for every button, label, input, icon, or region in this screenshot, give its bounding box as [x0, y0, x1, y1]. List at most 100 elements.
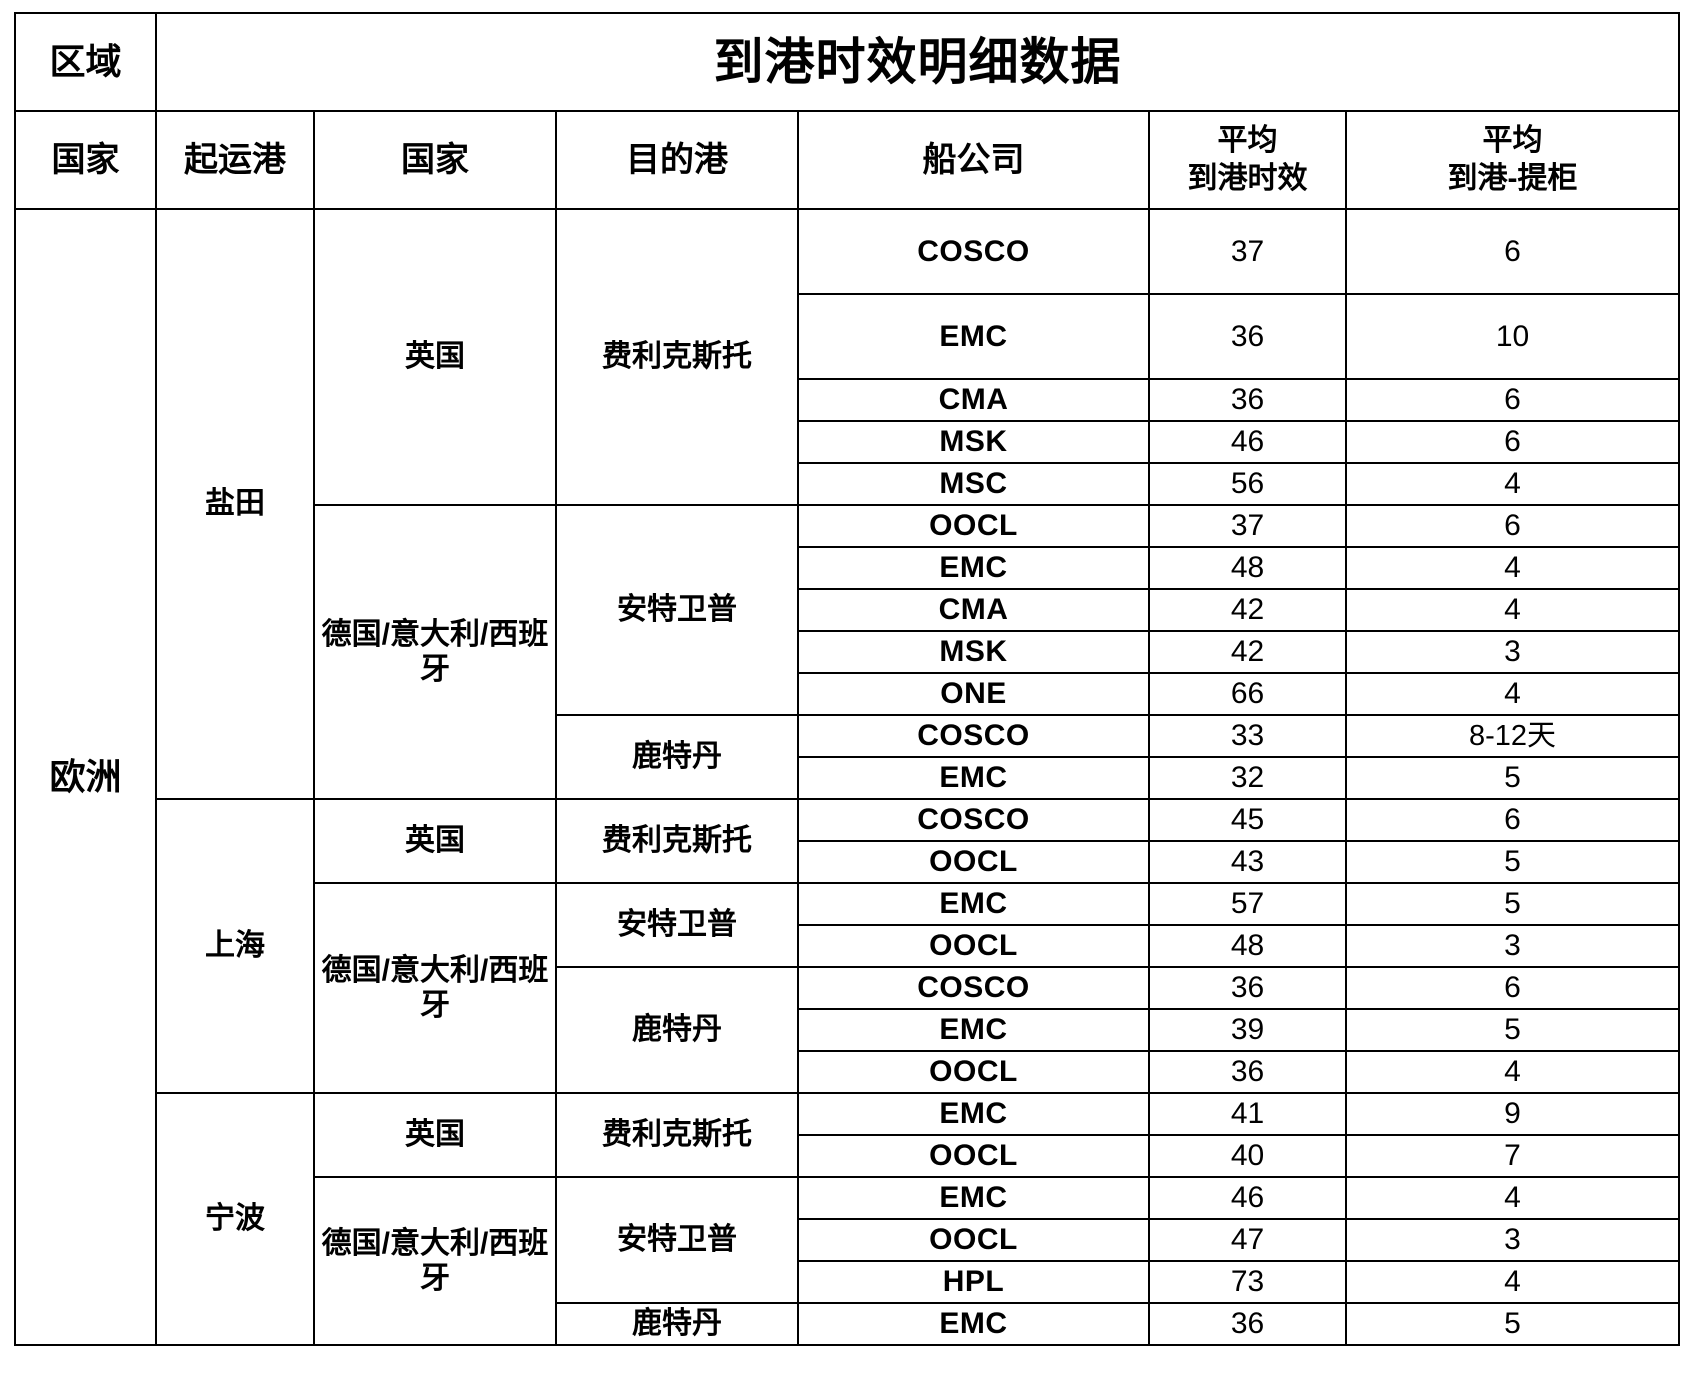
col-header-country-dest: 国家: [313, 110, 557, 210]
col-header-carrier: 船公司: [797, 110, 1150, 210]
cell-avg-transit: 66: [1148, 672, 1347, 716]
cell-avg-transit: 36: [1148, 1050, 1347, 1094]
cell-avg-pickup: 5: [1345, 882, 1680, 926]
cell-origin-port-shanghai: 上海: [155, 798, 315, 1094]
cell-dest-country-uk-1: 英国: [313, 208, 557, 506]
cell-avg-pickup: 3: [1345, 630, 1680, 674]
cell-dest-port-rotterdam-1: 鹿特丹: [555, 714, 799, 800]
cell-dest-country-uk-3: 英国: [313, 1092, 557, 1178]
table-row: 鹿特丹 COSCO 36 6: [15, 966, 1680, 1094]
cell-avg-pickup: 8-12天: [1345, 714, 1680, 758]
cell-dest-port-rotterdam-3: 鹿特丹: [555, 1302, 799, 1346]
cell-region: 欧洲: [14, 208, 157, 1346]
table-row: OOCL 48 3: [15, 924, 1680, 968]
table-row: CMA 42 4: [15, 588, 1680, 632]
cell-carrier: EMC: [797, 756, 1150, 800]
col-header-avg-pickup-line2: 到港-提柜: [1447, 162, 1578, 195]
cell-avg-pickup: 4: [1345, 1050, 1680, 1094]
cell-avg-pickup: 9: [1345, 1092, 1680, 1136]
cell-avg-transit: 42: [1148, 630, 1347, 674]
cell-carrier: MSK: [797, 630, 1150, 674]
cell-carrier: COSCO: [797, 714, 1150, 758]
cell-avg-pickup: 7: [1345, 1134, 1680, 1178]
cell-carrier: OOCL: [797, 1134, 1150, 1178]
col-header-avg-pickup: 平均 到港-提柜: [1345, 110, 1680, 210]
cell-avg-pickup: 6: [1345, 420, 1680, 464]
cell-dest-port-felixstowe-1: 费利克斯托: [555, 208, 799, 506]
col-header-port-dest: 目的港: [555, 110, 799, 210]
cell-dest-port-antwerp-3: 安特卫普: [555, 1176, 799, 1304]
cell-carrier: HPL: [797, 1260, 1150, 1304]
col-header-port-origin: 起运港: [155, 110, 315, 210]
cell-avg-pickup: 6: [1345, 504, 1680, 548]
table-row: EMC 36 10: [15, 293, 1680, 380]
cell-avg-transit: 33: [1148, 714, 1347, 758]
cell-avg-transit: 45: [1148, 798, 1347, 842]
cell-carrier: OOCL: [797, 1050, 1150, 1094]
table-row: MSK 42 3: [15, 630, 1680, 674]
cell-carrier: MSC: [797, 462, 1150, 506]
cell-carrier: EMC: [797, 1008, 1150, 1052]
table-row: EMC 48 4: [15, 546, 1680, 590]
cell-carrier: EMC: [797, 1302, 1150, 1346]
cell-avg-pickup: 5: [1345, 840, 1680, 884]
cell-dest-port-antwerp-1: 安特卫普: [555, 504, 799, 716]
col-header-country-origin: 国家: [14, 110, 157, 210]
cell-avg-transit: 36: [1148, 378, 1347, 422]
cell-avg-pickup: 5: [1345, 1302, 1680, 1346]
table-row: HPL 73 4: [15, 1260, 1680, 1304]
cell-carrier: OOCL: [797, 1218, 1150, 1262]
cell-avg-pickup: 4: [1345, 588, 1680, 632]
cell-carrier: EMC: [797, 546, 1150, 590]
cell-carrier: MSK: [797, 420, 1150, 464]
cell-avg-pickup: 4: [1345, 546, 1680, 590]
cell-dest-port-rotterdam-2: 鹿特丹: [555, 966, 799, 1094]
table-row: OOCL 47 3: [15, 1218, 1680, 1262]
cell-carrier: OOCL: [797, 840, 1150, 884]
cell-dest-country-uk-2: 英国: [313, 798, 557, 884]
cell-dest-port-felixstowe-2: 费利克斯托: [555, 798, 799, 884]
cell-origin-port-ningbo: 宁波: [155, 1092, 315, 1346]
table-row: EMC 39 5: [15, 1008, 1680, 1052]
col-header-avg-transit: 平均 到港时效: [1148, 110, 1347, 210]
cell-carrier: COSCO: [797, 798, 1150, 842]
cell-avg-transit: 48: [1148, 924, 1347, 968]
col-header-avg-transit-line2: 到港时效: [1187, 162, 1308, 195]
cell-avg-transit: 40: [1148, 1134, 1347, 1178]
cell-avg-pickup: 10: [1345, 293, 1680, 380]
cell-carrier: CMA: [797, 378, 1150, 422]
arrival-transit-table: 区域 到港时效明细数据 国家 起运港 国家 目的港 船公司 平均 到港时效 平均…: [14, 12, 1680, 1346]
table-row: 德国/意大利/西班牙 安特卫普 EMC 57 5: [15, 882, 1680, 1094]
cell-avg-pickup: 4: [1345, 672, 1680, 716]
table-row: OOCL 43 5: [15, 840, 1680, 884]
table-row: 上海 英国 费利克斯托 COSCO 45 6: [15, 798, 1680, 1094]
cell-avg-transit: 47: [1148, 1218, 1347, 1262]
cell-carrier: EMC: [797, 1176, 1150, 1220]
corner-label-cell: 区域: [14, 12, 157, 112]
table-row: 鹿特丹 COSCO 33 8-12天: [15, 714, 1680, 800]
cell-carrier: EMC: [797, 1092, 1150, 1136]
cell-avg-pickup: 4: [1345, 462, 1680, 506]
cell-avg-transit: 41: [1148, 1092, 1347, 1136]
cell-avg-pickup: 4: [1345, 1260, 1680, 1304]
table-row: 德国/意大利/西班牙 安特卫普 EMC 46 4: [15, 1176, 1680, 1346]
cell-carrier: CMA: [797, 588, 1150, 632]
cell-avg-pickup: 3: [1345, 1218, 1680, 1262]
table-row: 德国/意大利/西班牙 安特卫普 OOCL 37 6: [15, 504, 1680, 800]
cell-avg-transit: 39: [1148, 1008, 1347, 1052]
cell-avg-transit: 56: [1148, 462, 1347, 506]
title-row: 区域 到港时效明细数据: [14, 12, 1680, 112]
cell-avg-pickup: 6: [1345, 798, 1680, 842]
cell-avg-transit: 46: [1148, 1176, 1347, 1220]
column-header-row: 国家 起运港 国家 目的港 船公司 平均 到港时效 平均 到港-提柜: [14, 110, 1680, 210]
cell-avg-transit: 46: [1148, 420, 1347, 464]
cell-avg-transit: 36: [1148, 966, 1347, 1010]
cell-avg-pickup: 5: [1345, 1008, 1680, 1052]
cell-dest-country-deites-2: 德国/意大利/西班牙: [313, 882, 557, 1094]
cell-avg-transit: 43: [1148, 840, 1347, 884]
cell-dest-country-deites-1: 德国/意大利/西班牙: [313, 504, 557, 800]
table-row: MSK 46 6: [15, 420, 1680, 464]
cell-carrier: OOCL: [797, 924, 1150, 968]
table-row: 欧洲 盐田 英国 费利克斯托 COSCO 37 6: [14, 208, 1680, 1346]
